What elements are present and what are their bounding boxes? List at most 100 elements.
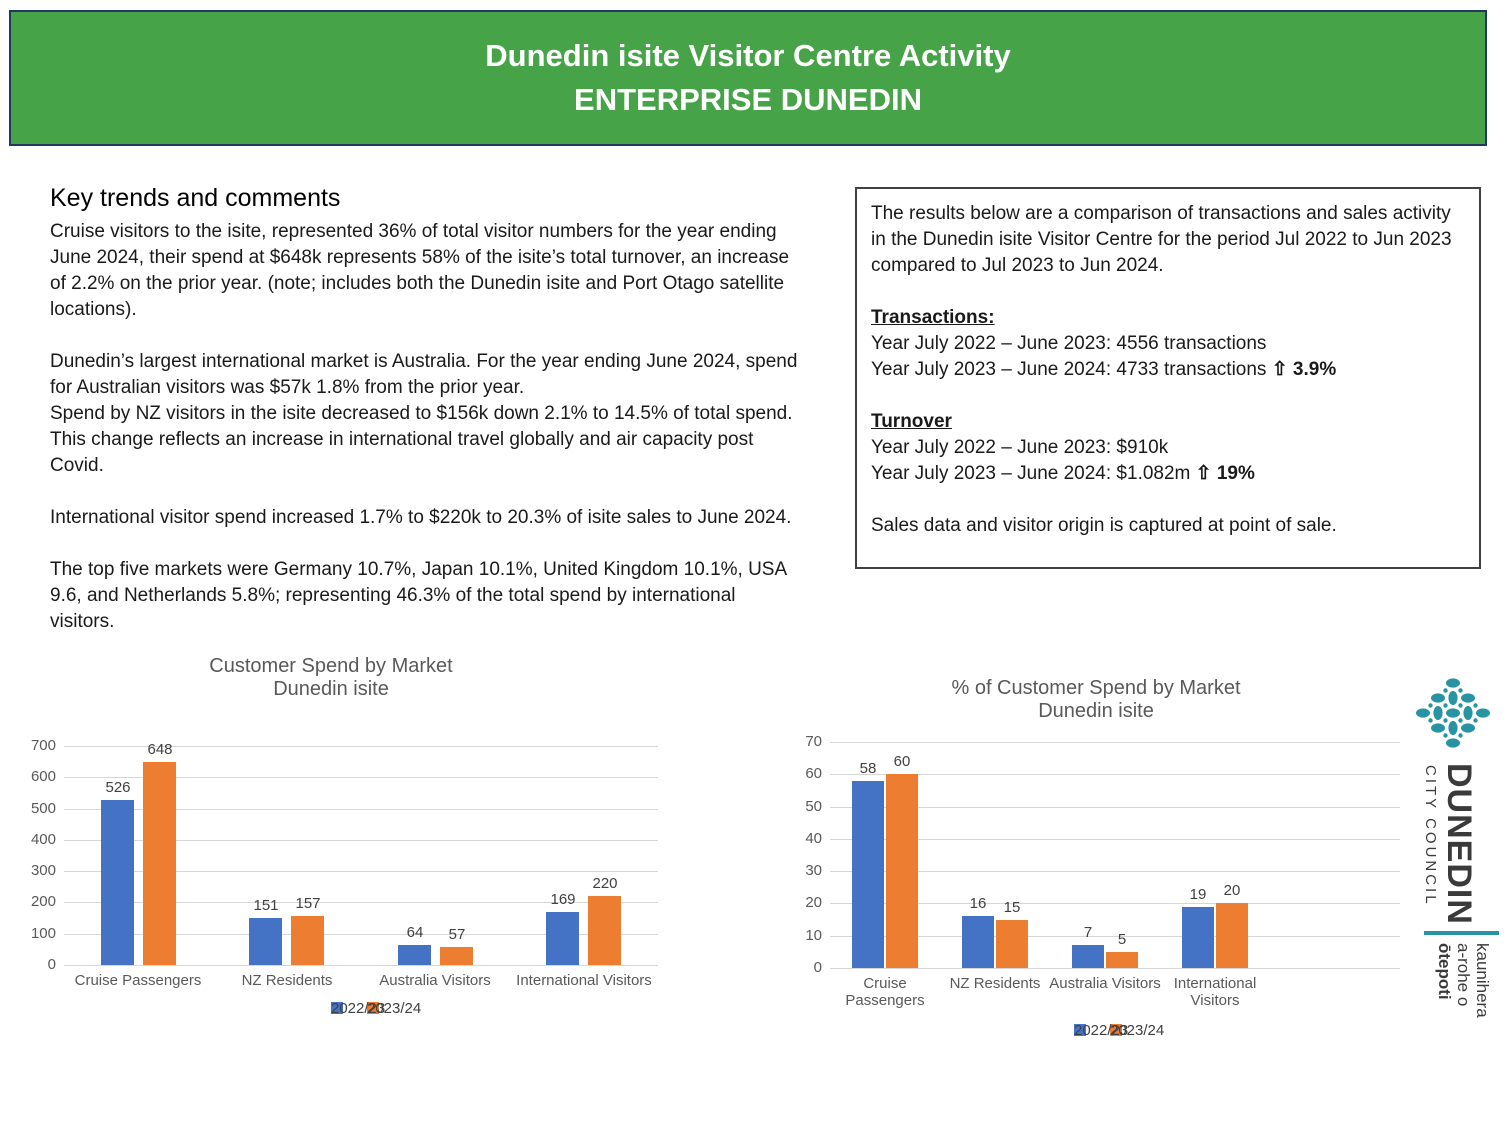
bar-value-label: 64 — [406, 924, 424, 941]
bar-2023-24 — [440, 947, 473, 965]
transactions-year2: Year July 2023 – June 2024: 4733 transac… — [871, 357, 1465, 383]
y-axis-tick-label: 400 — [30, 831, 56, 848]
bar-value-label: 5 — [1117, 931, 1127, 948]
x-axis-category-label: International Visitors — [516, 972, 652, 989]
bar-value-label: 60 — [893, 753, 911, 770]
legend-swatch — [331, 1002, 343, 1014]
bar-value-label: 151 — [253, 897, 279, 914]
transactions-heading: Transactions: — [871, 307, 995, 328]
bar-2023-24 — [588, 896, 621, 965]
transactions-year2-text: Year July 2023 – June 2024: 4733 transac… — [871, 359, 1272, 380]
bar-2022-23 — [962, 916, 994, 968]
chart-title: % of Customer Spend by Market — [951, 677, 1241, 699]
legend-label: 2022/23 — [1074, 1021, 1129, 1039]
key-trends-paragraph: Spend by NZ visitors in the isite decrea… — [50, 403, 793, 476]
y-axis-tick-label: 700 — [30, 737, 56, 754]
logo-maori-line: a-rohe o — [1454, 943, 1473, 1007]
bar-value-label: 58 — [859, 760, 877, 777]
logo-maori-name: kaunihera a-rohe o ōtepoti — [1435, 943, 1492, 1083]
legend-item: 2023/24 — [1110, 1022, 1164, 1039]
turnover-change-value: ⇧ 19% — [1195, 463, 1255, 484]
bar-2022-23 — [398, 945, 431, 965]
y-axis-tick-label: 300 — [30, 862, 56, 879]
bar-2023-24 — [1106, 952, 1138, 968]
bar-2023-24 — [886, 774, 918, 968]
bar-value-label: 648 — [147, 741, 173, 758]
key-trends-paragraph: Cruise visitors to the isite, represente… — [50, 221, 790, 320]
y-axis-tick-label: 100 — [30, 925, 56, 942]
grid-line — [64, 840, 658, 841]
y-axis-tick-label: 0 — [813, 959, 822, 976]
bar-value-label: 19 — [1189, 886, 1207, 903]
dunedin-city-council-logo: DUNEDIN CITY COUNCIL kaunihera a-rohe o … — [1405, 655, 1510, 1085]
y-axis-tick-label: 50 — [805, 798, 822, 815]
legend-swatch — [367, 1002, 379, 1014]
legend: 2022/23 2023/24 — [195, 1000, 515, 1017]
y-axis-tick-label: 40 — [805, 830, 822, 847]
logo-name: DUNEDIN CITY COUNCIL — [1419, 763, 1478, 941]
x-axis-category-label: Cruise Passengers — [74, 972, 202, 989]
turnover-year2-text: Year July 2023 – June 2024: $1.082m — [871, 463, 1196, 484]
bar-2022-23 — [546, 912, 579, 965]
x-axis-category-label: NZ Residents — [241, 972, 333, 989]
key-trends-section: Key trends and comments Cruise visitors … — [50, 183, 798, 635]
y-axis-tick-label: 0 — [47, 956, 56, 973]
y-axis-tick-label: 20 — [805, 894, 822, 911]
chart-percent-customer-spend-by-market: % of Customer Spend by Market Dunedin isi… — [790, 672, 1470, 1072]
y-axis-tick-label: 600 — [30, 768, 56, 785]
x-axis-category-label: Australia Visitors — [379, 972, 491, 989]
bar-2022-23 — [852, 781, 884, 968]
legend-label: 2022/23 — [331, 999, 386, 1017]
bar-value-label: 57 — [448, 926, 466, 943]
grid-line — [830, 871, 1400, 872]
grid-line — [830, 839, 1400, 840]
logo-maori-line: kaunihera — [1473, 943, 1492, 1018]
results-intro: The results below are a comparison of tr… — [871, 203, 1452, 276]
y-axis-tick-label: 200 — [30, 893, 56, 910]
grid-line — [830, 807, 1400, 808]
legend-item: 2023/24 — [367, 1000, 421, 1017]
bar-2023-24 — [291, 916, 324, 965]
grid-line — [830, 903, 1400, 904]
bar-2022-23 — [101, 800, 134, 965]
chart-customer-spend-by-market: Customer Spend by Market Dunedin isite 0 10… — [31, 650, 700, 1055]
chart-title: Customer Spend by Market — [209, 655, 453, 677]
legend: 2022/23 2023/24 — [938, 1021, 1258, 1039]
legend-swatch — [1110, 1024, 1122, 1036]
bar-2023-24 — [1216, 903, 1248, 968]
turnover-heading: Turnover — [871, 411, 952, 432]
header-banner: Dunedin isite Visitor Centre Activity EN… — [9, 10, 1487, 146]
legend-item: 2022/23 — [331, 1000, 385, 1017]
logo-maori-line: ōtepoti — [1435, 943, 1454, 1000]
bar-value-label: 16 — [969, 895, 987, 912]
legend-swatch — [1074, 1024, 1086, 1036]
bar-value-label: 20 — [1223, 882, 1241, 899]
chart-subtitle: Dunedin isite — [1038, 700, 1154, 722]
chart-subtitle: Dunedin isite — [273, 678, 389, 700]
transactions-year1: Year July 2022 – June 2023: 4556 transac… — [871, 333, 1267, 354]
y-axis-tick-label: 60 — [805, 765, 822, 782]
bar-value-label: 526 — [105, 779, 131, 796]
grid-line — [64, 871, 658, 872]
key-trends-paragraph: International visitor spend increased 1.… — [50, 507, 792, 528]
bar-value-label: 220 — [592, 875, 618, 892]
bar-2023-24 — [996, 920, 1028, 968]
x-axis-category-label: NZ Residents — [949, 975, 1041, 992]
bar-value-label: 15 — [1003, 899, 1021, 916]
logo-name-primary: DUNEDIN — [1440, 763, 1478, 925]
transactions-section: Transactions: Year July 2022 – June 2023… — [871, 305, 1465, 383]
grid-line — [830, 968, 1400, 969]
y-axis-tick-label: 500 — [30, 800, 56, 817]
logo-divider — [1424, 931, 1499, 935]
results-footnote: Sales data and visitor origin is capture… — [871, 515, 1337, 536]
bar-value-label: 7 — [1083, 924, 1093, 941]
legend-label: 2023/24 — [367, 999, 422, 1017]
grid-line — [64, 902, 658, 903]
grid-line — [830, 936, 1400, 937]
bar-2022-23 — [1072, 945, 1104, 968]
bar-value-label: 157 — [295, 895, 321, 912]
page-title: Dunedin isite Visitor Centre Activity — [485, 38, 1011, 73]
grid-line — [830, 742, 1400, 743]
page-subtitle: ENTERPRISE DUNEDIN — [574, 82, 922, 117]
